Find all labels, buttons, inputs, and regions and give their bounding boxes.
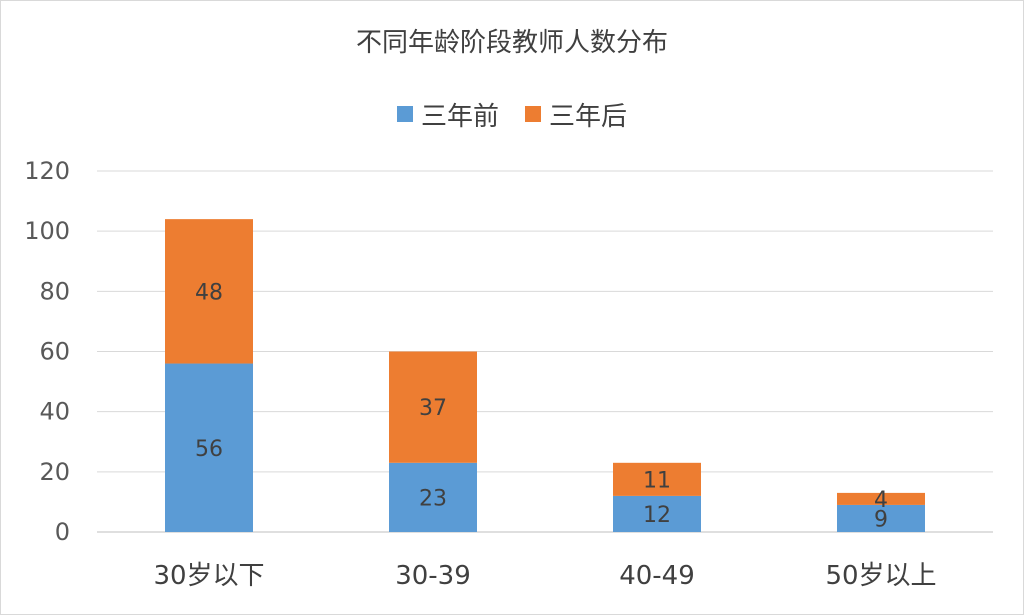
bar-1-1 [165,363,253,532]
x-tick-label-2: 30-39 [395,561,471,591]
y-tick-label-20: 20 [39,458,70,486]
data-label-1-3: 12 [643,503,671,528]
bar-1-2 [389,462,477,532]
y-tick-label-80: 80 [39,277,70,305]
x-tick-label-3: 40-49 [619,561,695,591]
legend: 三年前 三年后 [0,96,1024,132]
y-tick-label-40: 40 [39,398,70,426]
legend-item-series-2: 三年后 [525,96,627,133]
legend-label-series-1: 三年前 [420,101,499,132]
bar-2-3 [613,462,701,496]
bar-1-4 [837,504,925,532]
data-label-1-2: 23 [419,486,447,511]
y-tick-label-100: 100 [24,217,70,245]
data-label-2-4: 4 [874,488,888,513]
data-label-1-1: 56 [195,437,223,462]
x-tick-label-1: 30岁以下 [153,561,264,591]
y-tick-label-60: 60 [39,338,70,366]
bar-2-4 [837,492,925,505]
chart-title: 不同年龄阶段教师人数分布 [355,28,668,58]
legend-label-series-2: 三年后 [549,101,628,132]
x-tick-label-4: 50岁以上 [825,561,936,591]
data-label-1-4: 9 [874,507,888,532]
legend-swatch-series-1 [396,106,413,122]
bar-2-1 [165,219,253,364]
y-tick-label-0: 0 [55,518,70,546]
data-label-2-3: 11 [643,468,671,493]
bar-2-2 [389,351,477,463]
bar-1-3 [613,495,701,532]
legend-swatch-series-2 [525,106,541,122]
y-tick-label-120: 120 [24,157,70,185]
data-label-2-1: 48 [195,280,223,305]
legend-item-series-1: 三年前 [396,96,499,133]
data-label-2-2: 37 [419,396,447,421]
